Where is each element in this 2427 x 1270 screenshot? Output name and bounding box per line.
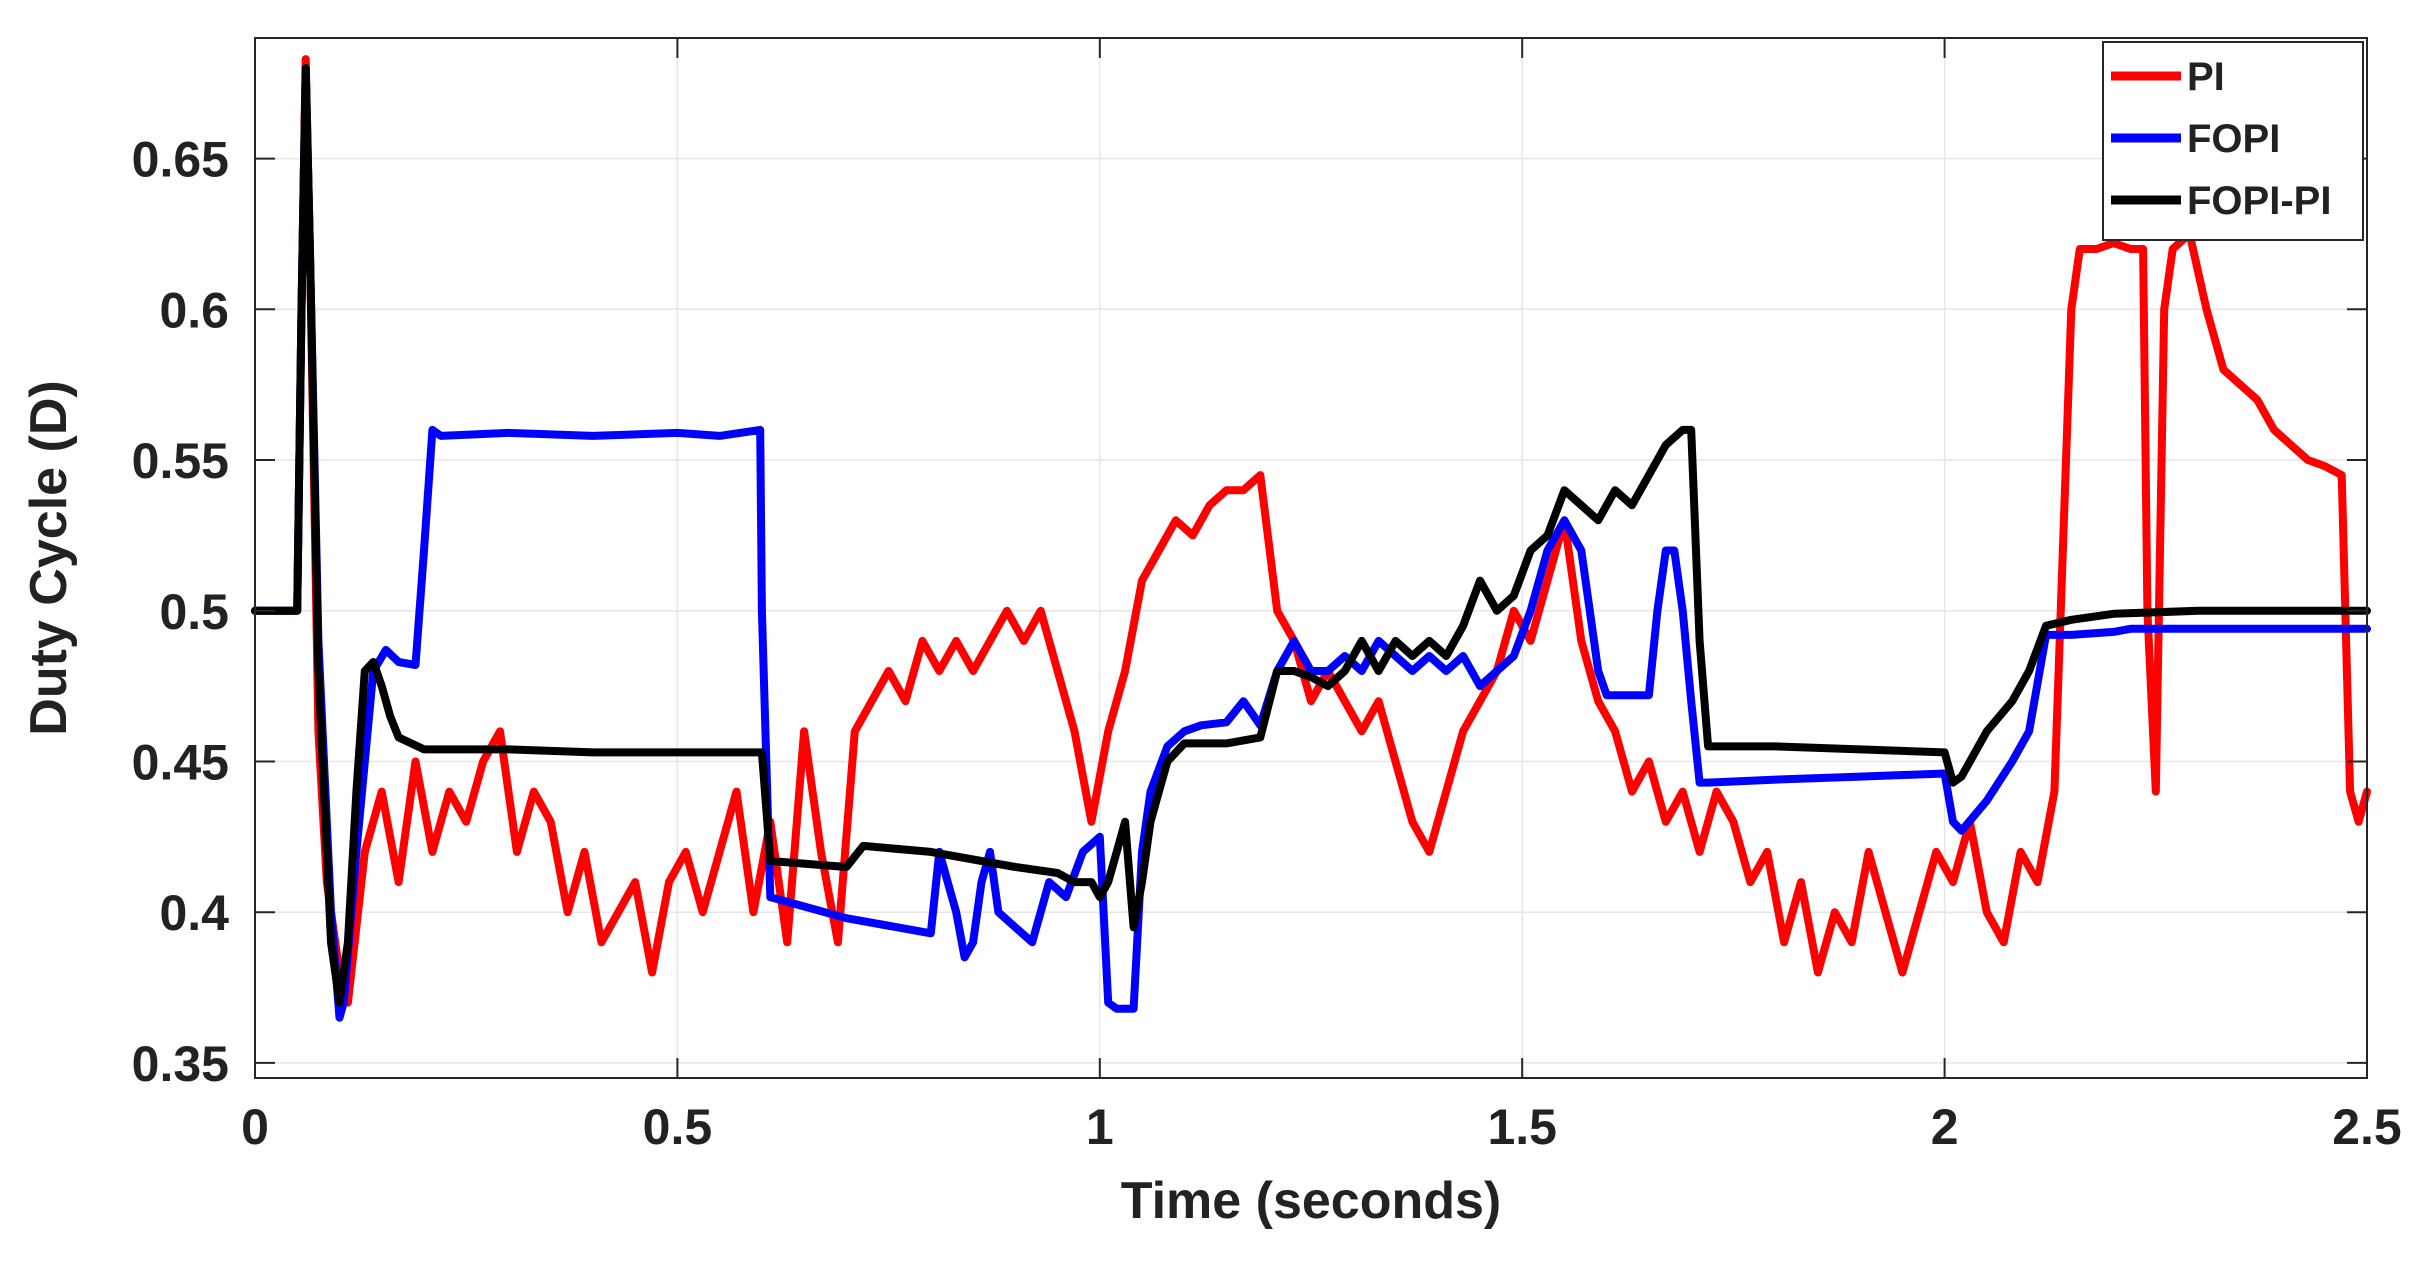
y-tick-label: 0.4	[159, 885, 229, 941]
y-tick-labels: 0.35 0.4 0.45 0.5 0.55 0.6 0.65	[132, 132, 230, 1092]
grid-lines	[254, 38, 2368, 1078]
x-tick-labels: 0 0.5 1 1.5 2 2.5	[241, 1099, 2402, 1155]
axis-ticks	[254, 38, 2368, 1078]
y-tick-label: 0.5	[159, 584, 229, 640]
x-tick-label: 0	[241, 1099, 269, 1155]
y-axis-title: Duty Cycle (D)	[20, 380, 78, 735]
legend-items: PI FOPI FOPI-PI	[2111, 55, 2331, 223]
x-tick-label: 1.5	[1487, 1099, 1557, 1155]
legend-label: PI	[2187, 55, 2225, 99]
legend: PI FOPI FOPI-PI	[2102, 41, 2364, 241]
series-line-pi	[251, 55, 2371, 1007]
series-line-fopi	[251, 64, 2371, 1022]
series-lines	[251, 55, 2371, 1022]
x-axis-title: Time (seconds)	[1121, 1172, 1501, 1230]
series-line-fopi-pi	[251, 64, 2371, 1007]
legend-label: FOPI	[2187, 117, 2280, 161]
legend-label: FOPI-PI	[2187, 179, 2331, 223]
x-tick-label: 0.5	[643, 1099, 713, 1155]
y-tick-label: 0.45	[132, 734, 229, 790]
y-tick-label: 0.65	[132, 132, 229, 188]
plot-frame	[254, 37, 2368, 1079]
y-tick-label: 0.6	[159, 282, 229, 338]
x-tick-label: 1	[1086, 1099, 1114, 1155]
x-tick-label: 2	[1931, 1099, 1959, 1155]
y-tick-label: 0.55	[132, 433, 229, 489]
x-tick-label: 2.5	[2332, 1099, 2402, 1155]
y-tick-label: 0.35	[132, 1036, 229, 1092]
